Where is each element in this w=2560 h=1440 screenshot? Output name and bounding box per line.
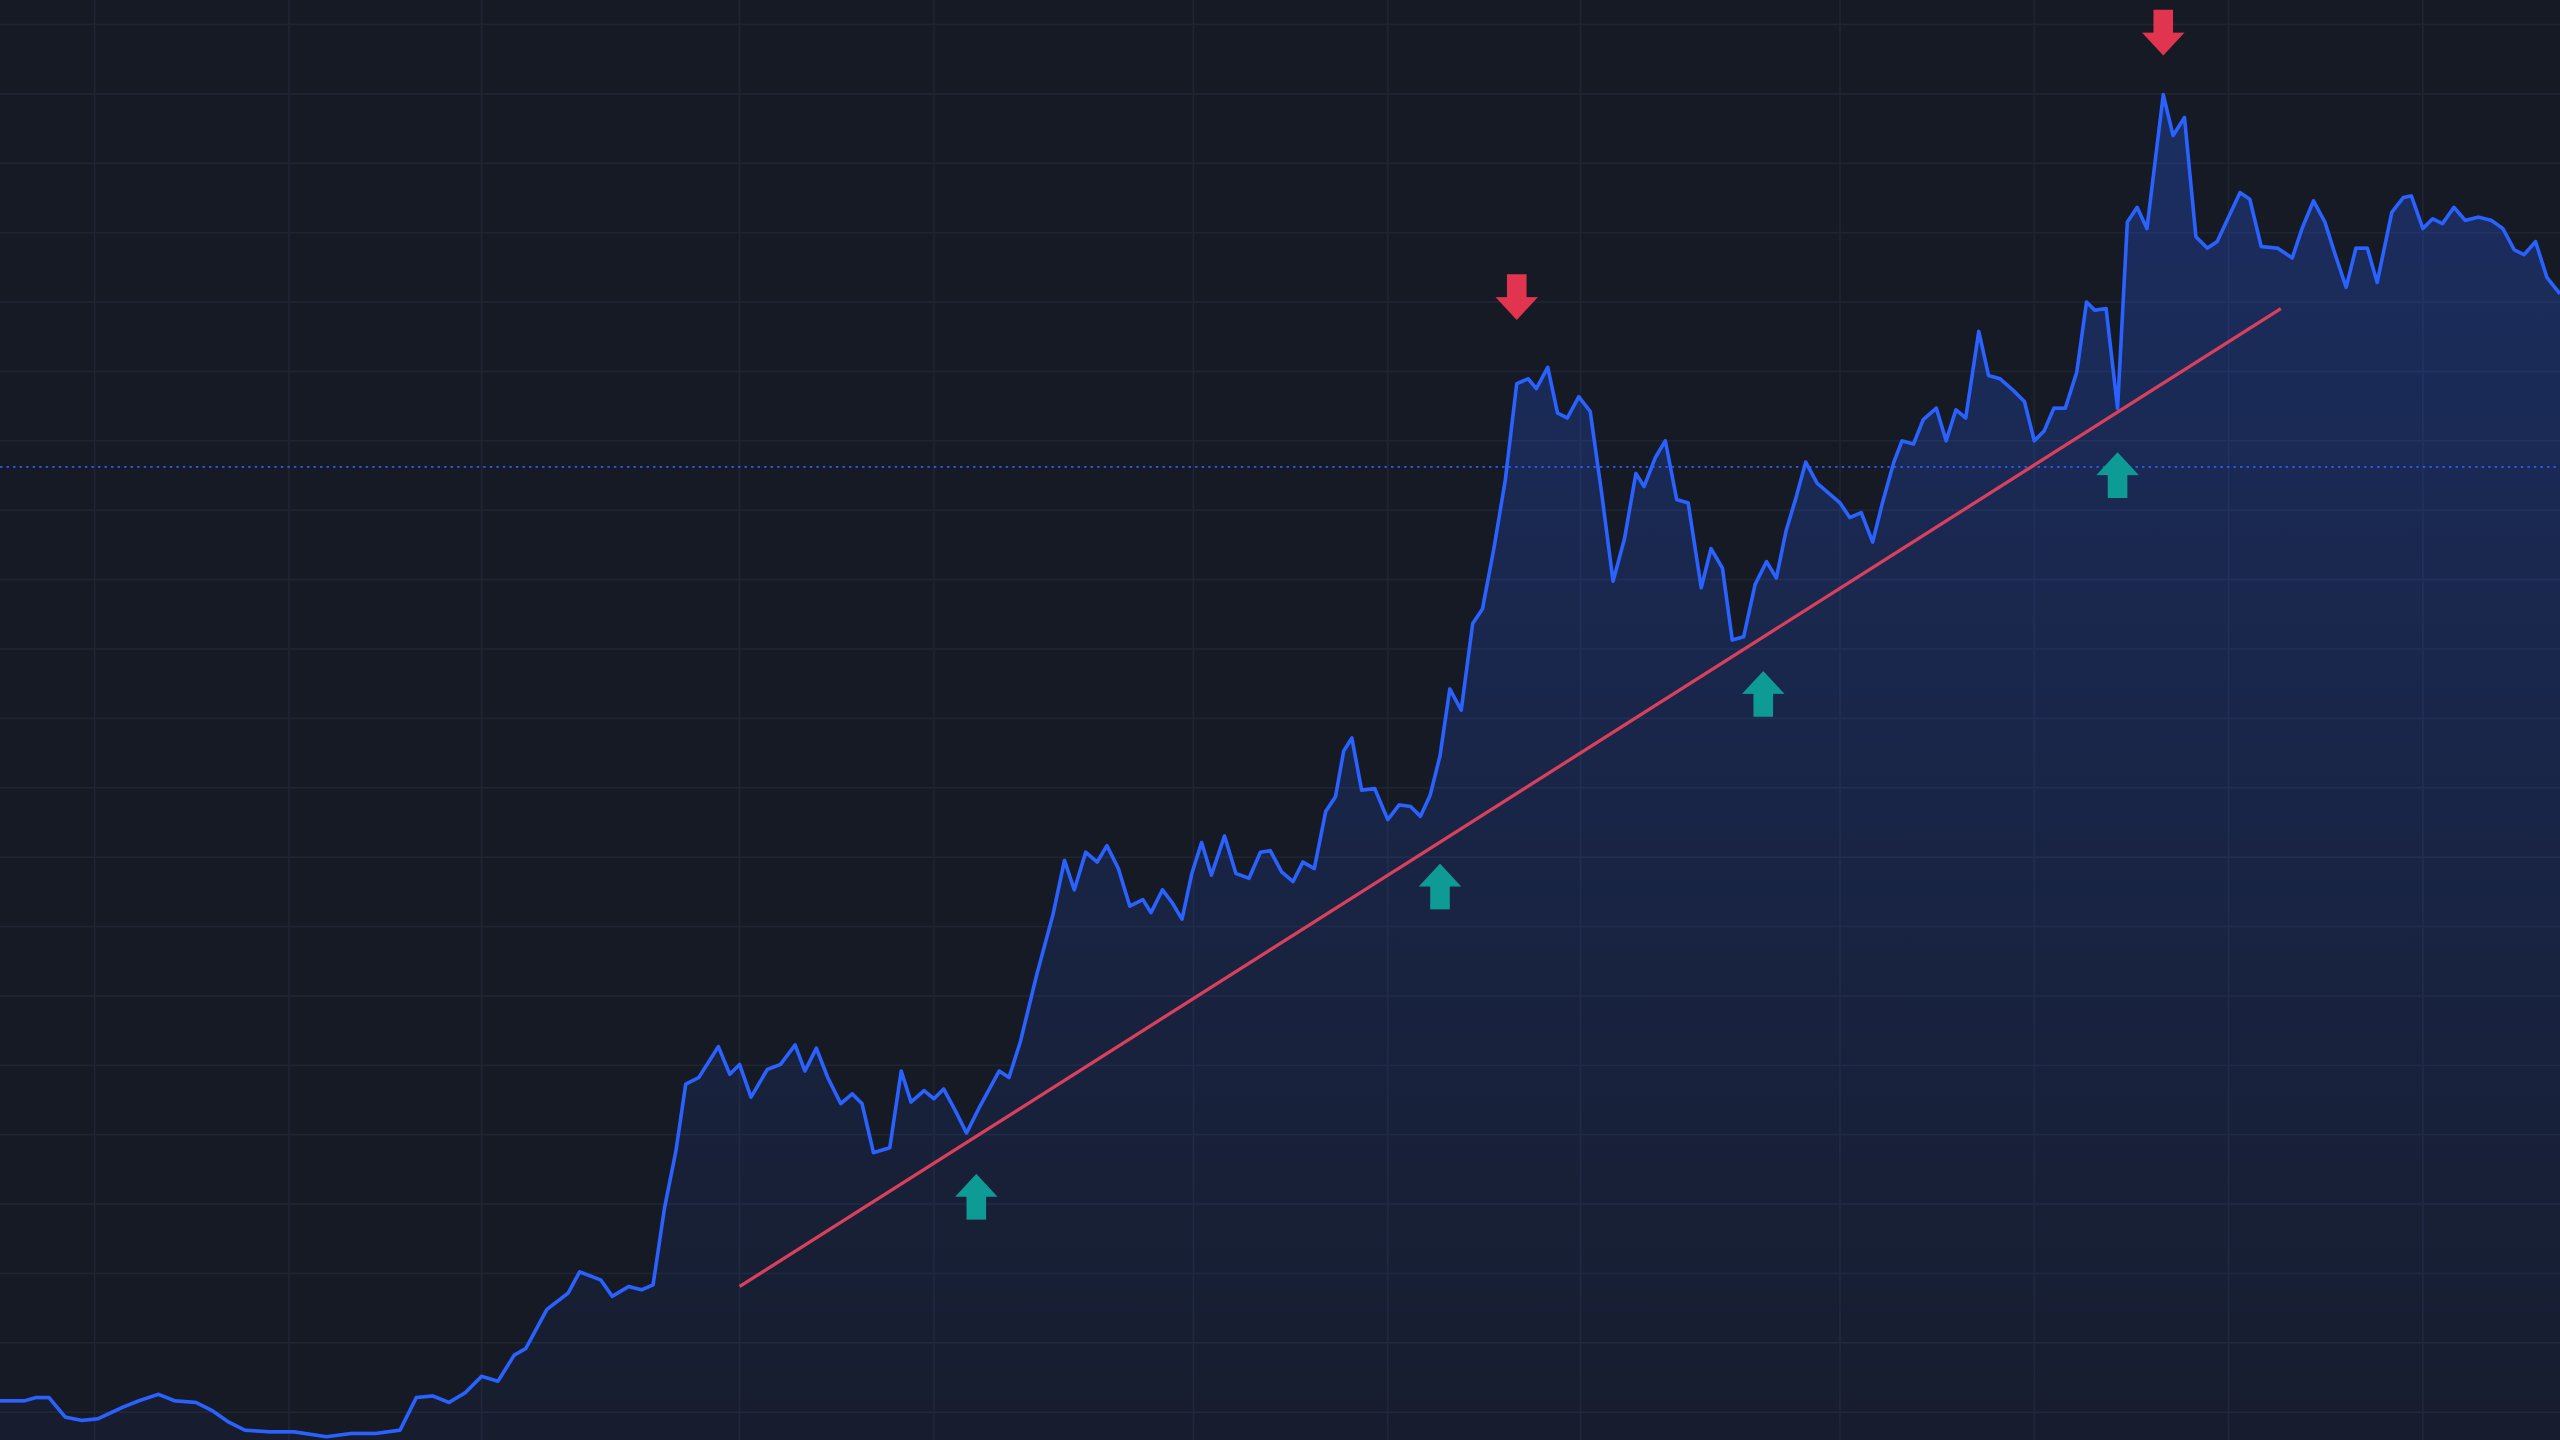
buy-signal <box>2096 452 2139 498</box>
sell-signal <box>1495 274 1538 320</box>
trendline <box>738 307 2282 1288</box>
price-line <box>0 92 2560 1439</box>
buy-signal <box>1742 671 1785 717</box>
buy-signal <box>955 1173 998 1220</box>
